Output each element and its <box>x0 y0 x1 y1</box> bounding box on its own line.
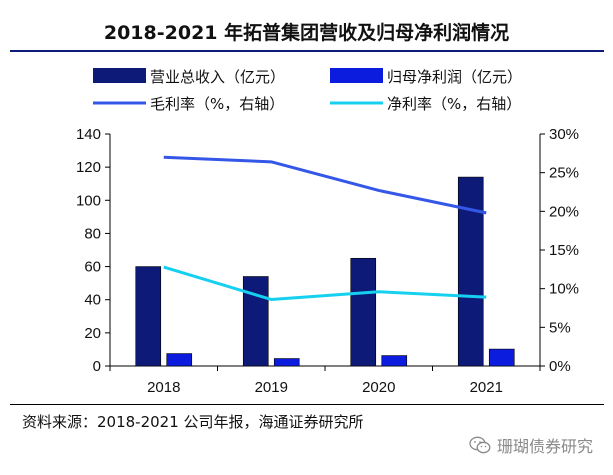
bar-net-profit <box>381 355 408 367</box>
x-tick-label: 2018 <box>147 379 180 396</box>
bar-revenue <box>135 266 162 367</box>
axes: 0 20 40 60 80 100 120 140 0% 5% 10% 15% 20% 25% 30% 201… <box>76 126 579 396</box>
legend-swatch-net-profit <box>330 68 383 83</box>
watermark: 珊瑚债券研究 <box>469 433 593 457</box>
y-right-tick-label: 20% <box>549 203 579 220</box>
bar-revenue <box>350 257 377 367</box>
legend-label-net-margin: 净利率（%，右轴） <box>387 95 521 113</box>
source-divider <box>10 404 604 405</box>
y-left-tick-label: 140 <box>76 126 101 143</box>
chart-canvas: 营业总收入（亿元） 归母净利润（亿元） 毛利率（%，右轴） 净利率（%，右轴） … <box>76 68 579 396</box>
x-tick-label: 2021 <box>470 379 503 396</box>
y-left-tick-label: 120 <box>76 159 101 176</box>
line-net-margin <box>163 265 487 301</box>
x-tick-label: 2020 <box>362 379 395 396</box>
legend-label-net-profit: 归母净利润（亿元） <box>387 68 522 86</box>
y-right-tick-label: 30% <box>549 126 579 143</box>
wechat-logo-icon <box>469 436 491 454</box>
source-note: 资料来源：2018-2021 公司年报，海通证券研究所 <box>22 413 364 431</box>
y-left-tick-label: 20 <box>84 325 101 342</box>
bar-revenue <box>242 276 269 367</box>
legend-label-gross-margin: 毛利率（%，右轴） <box>150 95 284 113</box>
y-left-tick-label: 100 <box>76 192 101 209</box>
lines <box>163 155 487 301</box>
y-right-tick-label: 15% <box>549 242 579 259</box>
x-tick-label: 2019 <box>255 379 288 396</box>
watermark-text: 珊瑚债券研究 <box>496 437 593 456</box>
y-left-tick-label: 60 <box>84 259 101 276</box>
legend-swatch-revenue <box>93 68 146 83</box>
bar-net-profit <box>273 358 300 367</box>
y-left-tick-label: 80 <box>84 225 101 242</box>
y-right-tick-label: 25% <box>549 165 579 182</box>
legend: 营业总收入（亿元） 归母净利润（亿元） 毛利率（%，右轴） 净利率（%，右轴） <box>93 68 522 113</box>
y-right-tick-label: 0% <box>549 358 571 375</box>
y-left-tick-label: 0 <box>93 358 101 375</box>
line-gross-margin <box>163 155 487 215</box>
legend-label-revenue: 营业总收入（亿元） <box>150 68 285 86</box>
y-right-tick-label: 10% <box>549 281 579 298</box>
y-right-tick-label: 5% <box>549 319 571 336</box>
bar-net-profit <box>166 353 193 367</box>
bars <box>135 176 515 367</box>
title-divider <box>10 50 604 52</box>
bar-revenue <box>457 176 484 367</box>
chart-title: 2018-2021 年拓普集团营收及归母净利润情况 <box>103 22 510 44</box>
bar-net-profit <box>488 348 515 367</box>
y-left-tick-label: 40 <box>84 292 101 309</box>
